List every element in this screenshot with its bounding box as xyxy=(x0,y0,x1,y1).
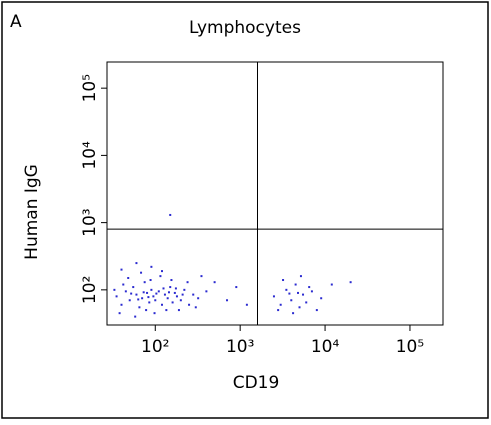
data-point xyxy=(124,290,127,293)
data-point xyxy=(162,287,165,290)
data-point xyxy=(140,271,143,274)
data-point xyxy=(279,303,282,306)
data-point xyxy=(155,292,158,295)
data-point xyxy=(159,275,162,278)
data-point xyxy=(150,265,153,268)
data-point xyxy=(305,301,308,304)
data-point xyxy=(297,291,300,294)
data-point xyxy=(192,293,195,296)
data-point xyxy=(113,288,116,291)
data-point xyxy=(166,297,169,300)
data-point xyxy=(188,303,191,306)
data-point xyxy=(120,303,123,306)
data-point xyxy=(118,312,121,315)
data-point xyxy=(163,293,166,296)
data-point xyxy=(137,298,140,301)
data-point xyxy=(205,290,208,293)
data-point xyxy=(173,291,176,294)
data-point xyxy=(120,268,123,271)
data-point xyxy=(285,288,288,291)
x-tick-label: 10⁵ xyxy=(396,337,424,357)
data-point xyxy=(160,303,163,306)
y-tick-label: 10⁴ xyxy=(80,141,100,170)
data-point xyxy=(349,281,352,284)
data-point xyxy=(272,295,275,298)
data-point xyxy=(302,293,305,296)
data-point xyxy=(147,296,150,299)
x-tick-label: 10³ xyxy=(226,337,254,357)
data-point xyxy=(146,291,149,294)
data-point xyxy=(282,279,285,282)
data-point xyxy=(183,288,186,291)
data-point xyxy=(200,275,203,278)
data-point xyxy=(122,283,125,286)
data-point xyxy=(245,303,248,306)
y-tick-label: 10² xyxy=(80,276,100,304)
x-tick-label: 10² xyxy=(141,337,169,357)
data-point xyxy=(149,279,152,282)
data-point xyxy=(142,291,145,294)
data-point xyxy=(167,291,170,294)
data-point xyxy=(277,309,280,312)
data-point xyxy=(320,297,323,300)
data-point xyxy=(169,213,172,216)
data-point xyxy=(174,287,177,290)
plot-frame xyxy=(106,61,444,326)
data-point xyxy=(143,281,146,284)
data-point xyxy=(157,290,160,293)
x-axis-label: CD19 xyxy=(233,373,280,393)
data-point xyxy=(135,293,138,296)
data-point xyxy=(130,292,133,295)
data-point xyxy=(127,277,130,280)
data-point xyxy=(310,290,313,293)
panel-border xyxy=(1,1,489,419)
data-point xyxy=(160,270,163,273)
data-point xyxy=(330,283,333,286)
data-point xyxy=(213,281,216,284)
data-point xyxy=(315,309,318,312)
data-point xyxy=(186,281,189,284)
data-point xyxy=(194,306,197,309)
panel-label: A xyxy=(10,12,22,32)
data-point xyxy=(141,297,144,300)
data-point xyxy=(169,286,172,289)
data-point xyxy=(153,312,156,315)
data-point xyxy=(292,312,295,315)
chart-title: Lymphocytes xyxy=(189,18,301,38)
data-point xyxy=(294,283,297,286)
data-point xyxy=(165,309,168,312)
data-point xyxy=(170,279,173,282)
data-point xyxy=(288,292,291,295)
data-point xyxy=(135,262,138,265)
data-point xyxy=(154,299,157,302)
data-point xyxy=(128,299,131,302)
data-point xyxy=(132,286,135,289)
data-point xyxy=(145,309,148,312)
data-point xyxy=(298,306,301,309)
y-tick-label: 10⁵ xyxy=(80,74,100,102)
data-point xyxy=(235,286,238,289)
data-point xyxy=(115,295,118,298)
data-point xyxy=(171,301,174,304)
data-point xyxy=(290,299,293,302)
y-tick-label: 10³ xyxy=(80,208,100,236)
data-point xyxy=(134,315,137,318)
data-point xyxy=(181,293,184,296)
data-point xyxy=(175,295,178,298)
data-point xyxy=(197,297,200,300)
data-point xyxy=(177,309,180,312)
data-point xyxy=(226,299,229,302)
data-point xyxy=(148,301,151,304)
data-point xyxy=(308,286,311,289)
data-point xyxy=(152,295,155,298)
data-point xyxy=(299,275,302,278)
data-point xyxy=(179,299,182,302)
x-tick-label: 10⁴ xyxy=(311,337,340,357)
data-point xyxy=(138,306,141,309)
data-point xyxy=(150,288,153,291)
y-axis-label: Human IgG xyxy=(22,164,42,260)
